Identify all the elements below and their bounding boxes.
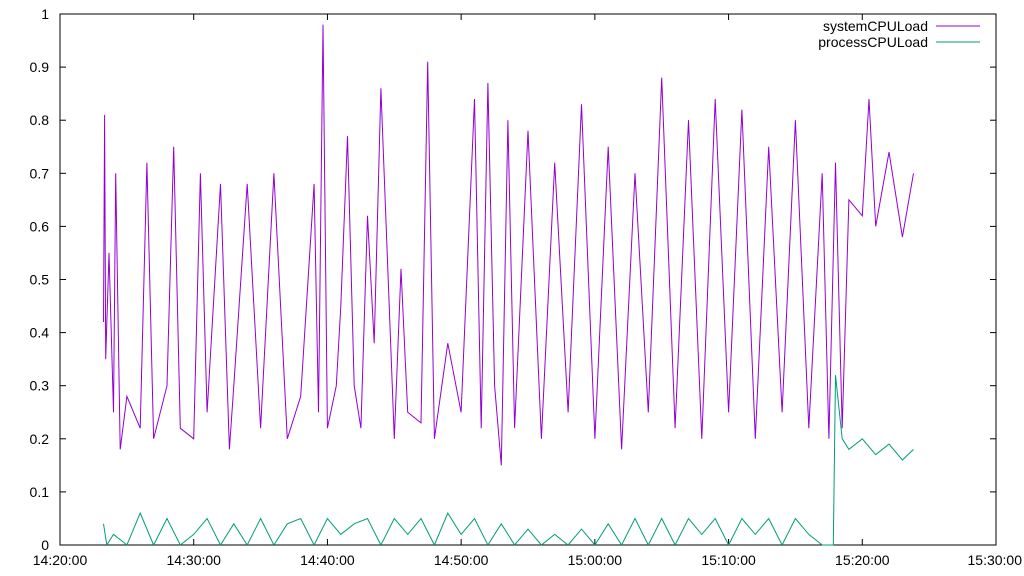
x-tick-label: 15:10:00 [701,552,756,568]
plot-frame [59,13,997,546]
x-tick-label: 14:50:00 [434,552,489,568]
y-tick-label: 0.2 [30,431,50,447]
y-axis: 0 0.1 0.2 0.3 0.4 0.5 0.6 0.7 0.8 0.9 1 [30,6,996,553]
y-tick-label: 0.8 [30,112,50,128]
y-tick-label: 0.5 [30,272,50,288]
series-lines [103,24,914,547]
x-axis: 14:20:00 14:30:00 14:40:00 14:50:00 15:00:00… [33,14,1022,568]
y-tick-label: 1 [41,6,49,22]
x-tick-label: 14:30:00 [166,552,221,568]
series-line-processCPULoad [103,375,914,547]
y-tick-label: 0 [41,537,49,553]
y-tick-label: 0.1 [30,484,50,500]
y-tick-label: 0.4 [30,325,50,341]
series-line-systemCPULoad [103,24,914,466]
legend-label-processCPULoad: processCPULoad [818,34,928,50]
x-tick-label: 14:40:00 [300,552,355,568]
y-tick-label: 0.3 [30,378,50,394]
x-tick-label: 15:00:00 [568,552,623,568]
x-tick-label: 15:20:00 [835,552,890,568]
y-tick-label: 0.6 [30,218,50,234]
y-tick-label: 0.7 [30,165,50,181]
y-tick-label: 0.9 [30,59,50,75]
x-tick-label: 15:30:00 [968,552,1023,568]
legend-label-systemCPULoad: systemCPULoad [823,18,928,34]
x-tick-label: 14:20:00 [33,552,88,568]
